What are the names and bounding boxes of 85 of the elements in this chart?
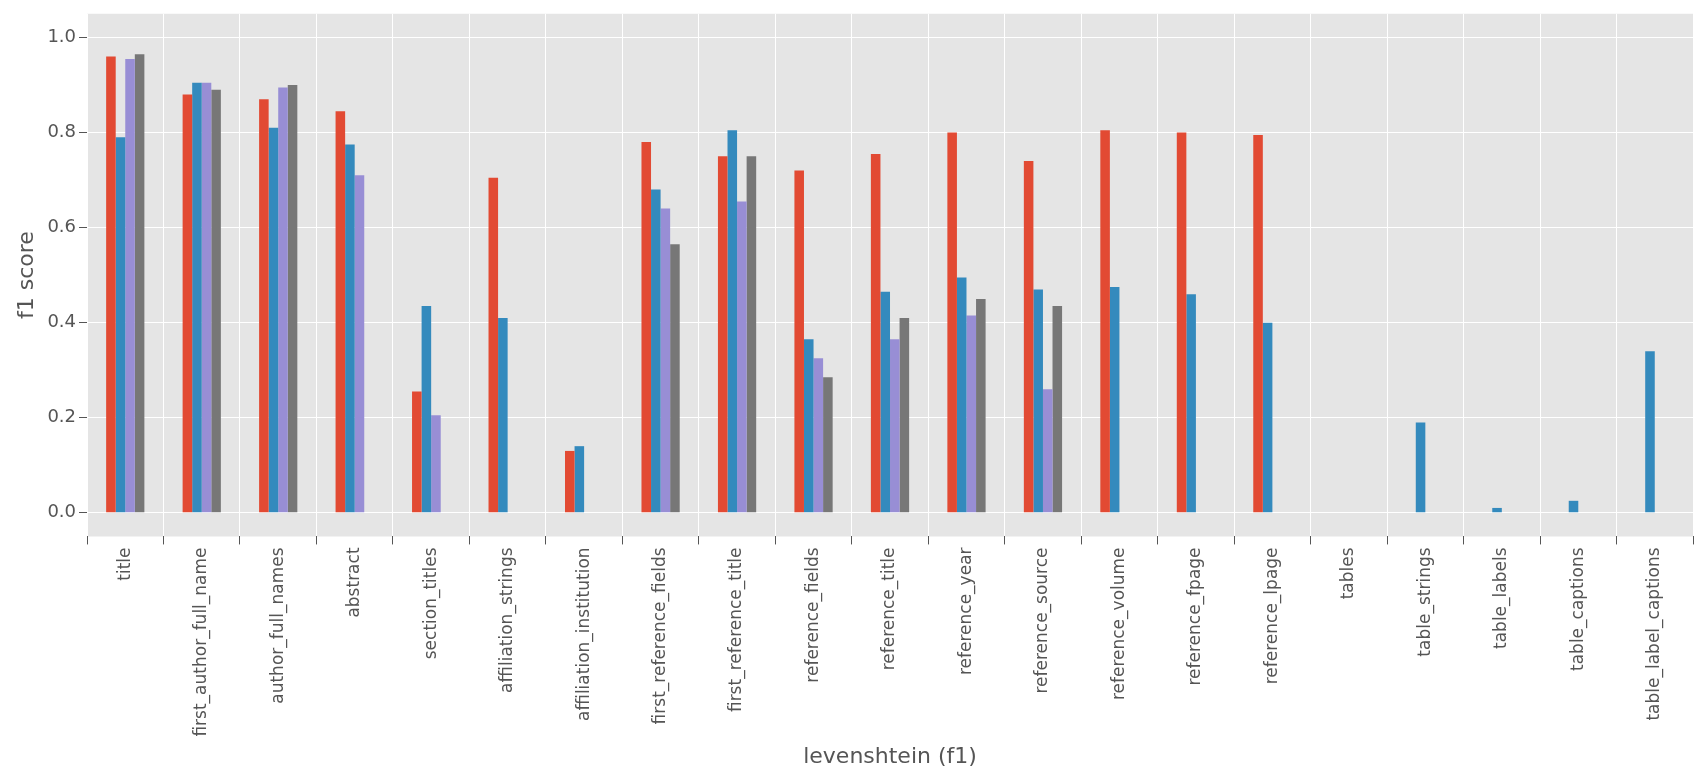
bar [211, 89, 221, 513]
bar [106, 56, 116, 513]
bar [1492, 507, 1502, 513]
bar [737, 201, 747, 513]
y-tick-label: 0.4 [47, 310, 77, 332]
bar [1645, 351, 1655, 513]
x-tick-label: reference_volume [1107, 547, 1129, 701]
bar [1052, 306, 1063, 513]
bar [717, 156, 728, 513]
y-tick-label: 0.6 [47, 215, 77, 237]
x-tick-label: table_label_captions [1643, 547, 1665, 721]
bar [421, 306, 432, 513]
x-tick-label: tables [1337, 547, 1358, 600]
x-tick-label: author_full_names [266, 547, 288, 704]
bar [966, 315, 977, 513]
x-tick-label: reference_source [1031, 547, 1053, 694]
x-tick-label: reference_title [878, 547, 900, 671]
bar [1253, 134, 1263, 513]
x-tick-label: first_reference_title [725, 547, 747, 713]
x-tick-label: title [113, 547, 134, 581]
bar [670, 244, 680, 513]
x-tick-label: first_author_full_name [190, 547, 212, 737]
bar [746, 156, 757, 513]
y-tick-label: 0.2 [47, 405, 77, 427]
bar [1568, 500, 1579, 513]
y-tick-label: 1.0 [47, 25, 77, 47]
bar [641, 142, 652, 513]
bar [1415, 422, 1426, 513]
y-axis-title: f1 score [12, 231, 38, 320]
bar [345, 144, 355, 513]
bar [870, 153, 881, 513]
x-tick-label: reference_year [954, 547, 976, 676]
bar [794, 170, 804, 513]
x-tick-label: table_labels [1490, 547, 1512, 649]
x-axis-title: levenshtein (f1) [803, 742, 977, 768]
bar [498, 317, 508, 513]
bar [880, 291, 891, 513]
bar [431, 415, 441, 513]
bar [1100, 130, 1110, 513]
bar [412, 391, 422, 513]
bar [574, 446, 585, 513]
bar [488, 177, 499, 513]
bar [1042, 389, 1053, 513]
x-tick-label: section_titles [419, 547, 441, 660]
bar [727, 130, 738, 513]
x-tick-label: reference_fpage [1184, 547, 1206, 686]
bar [1023, 161, 1034, 513]
bar [651, 189, 661, 513]
bar [660, 208, 671, 513]
y-tick-label: 0.8 [47, 120, 77, 142]
bar [956, 277, 967, 513]
bar [259, 99, 269, 513]
bar [823, 377, 833, 513]
x-tick-label: affiliation_institution [572, 547, 594, 721]
x-tick-label: reference_fields [801, 547, 823, 683]
bar [201, 82, 212, 513]
bar [1033, 289, 1043, 513]
bar [899, 317, 910, 513]
bar [1109, 287, 1120, 513]
bar [125, 58, 135, 513]
bar [182, 94, 193, 513]
bar [947, 132, 957, 513]
bar [1186, 294, 1196, 513]
y-tick-label: 0.0 [47, 500, 77, 522]
bar [564, 450, 575, 513]
bar [976, 298, 986, 513]
x-tick-label: affiliation_strings [496, 547, 518, 693]
x-tick-label: table_captions [1566, 547, 1588, 671]
bar [134, 54, 145, 513]
bar [287, 85, 298, 513]
bar [115, 137, 126, 513]
x-tick-label: table_strings [1413, 547, 1435, 657]
bar [813, 358, 824, 513]
bar [335, 111, 346, 513]
bar [268, 127, 279, 513]
bar [278, 87, 288, 513]
bar [1176, 132, 1187, 513]
bar [1262, 322, 1273, 513]
bar [192, 82, 202, 513]
x-tick-label: abstract [343, 547, 364, 618]
bar [890, 339, 900, 513]
bar [354, 175, 365, 513]
x-tick-label: reference_lpage [1260, 547, 1282, 685]
bar [803, 339, 814, 513]
x-tick-label: first_reference_fields [649, 547, 671, 725]
